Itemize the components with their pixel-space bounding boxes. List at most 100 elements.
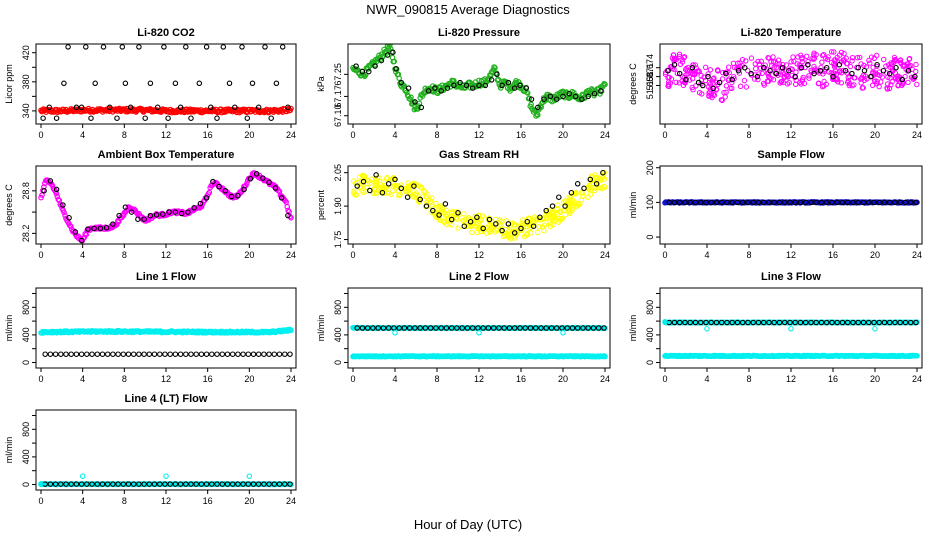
data-point: [790, 54, 796, 60]
plot-area: [38, 326, 294, 357]
data-point: [198, 351, 205, 357]
data-point: [454, 325, 460, 331]
data-point: [569, 325, 576, 331]
data-point: [224, 351, 231, 357]
x-tick-label: 24: [912, 130, 922, 140]
y-axis: 1.75 1.90 2.05: [333, 164, 348, 248]
data-point: [203, 481, 210, 487]
y-axis: 28.2 28.8: [21, 182, 36, 242]
data-point: [402, 186, 408, 192]
data-point: [671, 58, 677, 64]
series-avg: [353, 49, 604, 111]
x-tick-label: 4: [80, 250, 85, 260]
data-point: [598, 177, 604, 184]
data-point: [671, 319, 678, 326]
data-point: [104, 351, 111, 357]
series-raw: [351, 169, 608, 242]
data-point: [512, 235, 518, 241]
data-point: [480, 325, 486, 331]
data-point: [715, 68, 721, 74]
y-tick-label: 800: [21, 422, 31, 437]
data-point: [52, 481, 59, 487]
x-tick-label: 24: [286, 250, 296, 260]
y-tick-label: 400: [21, 449, 31, 464]
data-point: [806, 73, 812, 79]
data-point: [68, 223, 74, 230]
data-point: [177, 104, 184, 111]
data-point: [813, 199, 819, 206]
data-point: [724, 319, 730, 326]
x-tick-label: 0: [38, 496, 43, 506]
data-point: [268, 115, 274, 121]
data-point: [442, 201, 449, 207]
data-point: [841, 50, 847, 57]
data-point: [897, 199, 903, 206]
data-point: [406, 325, 413, 331]
data-point: [79, 473, 86, 479]
data-point: [566, 90, 573, 97]
data-point: [842, 67, 849, 74]
data-point: [829, 49, 835, 55]
data-point: [739, 319, 746, 326]
data-point: [490, 224, 496, 230]
data-point: [587, 191, 594, 197]
data-point: [729, 319, 735, 326]
data-point: [834, 319, 840, 326]
x-tick-label: 12: [161, 374, 171, 384]
series-raw-a: [350, 353, 608, 360]
data-point: [902, 199, 909, 206]
data-point: [872, 70, 878, 76]
data-point: [788, 59, 794, 65]
data-point: [849, 58, 855, 64]
data-point: [880, 67, 887, 74]
x-tick-label: 4: [80, 374, 85, 384]
data-point: [210, 178, 216, 185]
data-point: [811, 68, 817, 74]
series-raw-a: [662, 352, 920, 360]
y-tick-label: 0: [645, 360, 655, 365]
data-point: [766, 319, 772, 326]
data-point: [262, 44, 268, 50]
data-point: [226, 80, 233, 87]
data-point: [814, 67, 820, 73]
data-point: [435, 206, 441, 213]
data-point: [61, 80, 67, 87]
data-point: [792, 199, 798, 206]
data-point: [760, 319, 767, 326]
data-point: [849, 83, 855, 89]
data-point: [718, 199, 725, 206]
data-point: [162, 351, 168, 357]
data-point: [750, 199, 756, 206]
data-point: [78, 237, 85, 244]
data-point: [876, 199, 882, 206]
data-point: [136, 44, 142, 50]
series-avg: [354, 169, 606, 236]
y-tick-label: 1.75: [333, 231, 343, 249]
data-point: [776, 199, 783, 206]
data-point: [429, 195, 435, 201]
y-tick-label: 28.8: [21, 182, 31, 200]
x-tick-label: 4: [80, 496, 85, 506]
data-point: [802, 199, 809, 206]
data-point: [818, 319, 825, 326]
x-axis: 0 4 8 12 16 20 24: [38, 124, 296, 140]
data-point: [486, 216, 493, 223]
data-point: [287, 351, 293, 357]
data-point: [864, 76, 870, 82]
data-point: [707, 67, 714, 73]
data-point: [490, 325, 497, 331]
y-tick-label: 51.671: [645, 63, 655, 91]
data-point: [860, 319, 867, 326]
data-point: [713, 319, 720, 326]
data-point: [491, 64, 497, 70]
data-point: [591, 90, 598, 97]
data-point: [445, 217, 452, 224]
data-point: [913, 68, 919, 75]
data-point: [385, 181, 392, 187]
data-point: [506, 325, 513, 331]
data-point: [829, 319, 835, 326]
data-point: [818, 199, 825, 206]
data-point: [440, 218, 446, 224]
x-tick-label: 12: [161, 250, 171, 260]
data-point: [125, 351, 132, 357]
